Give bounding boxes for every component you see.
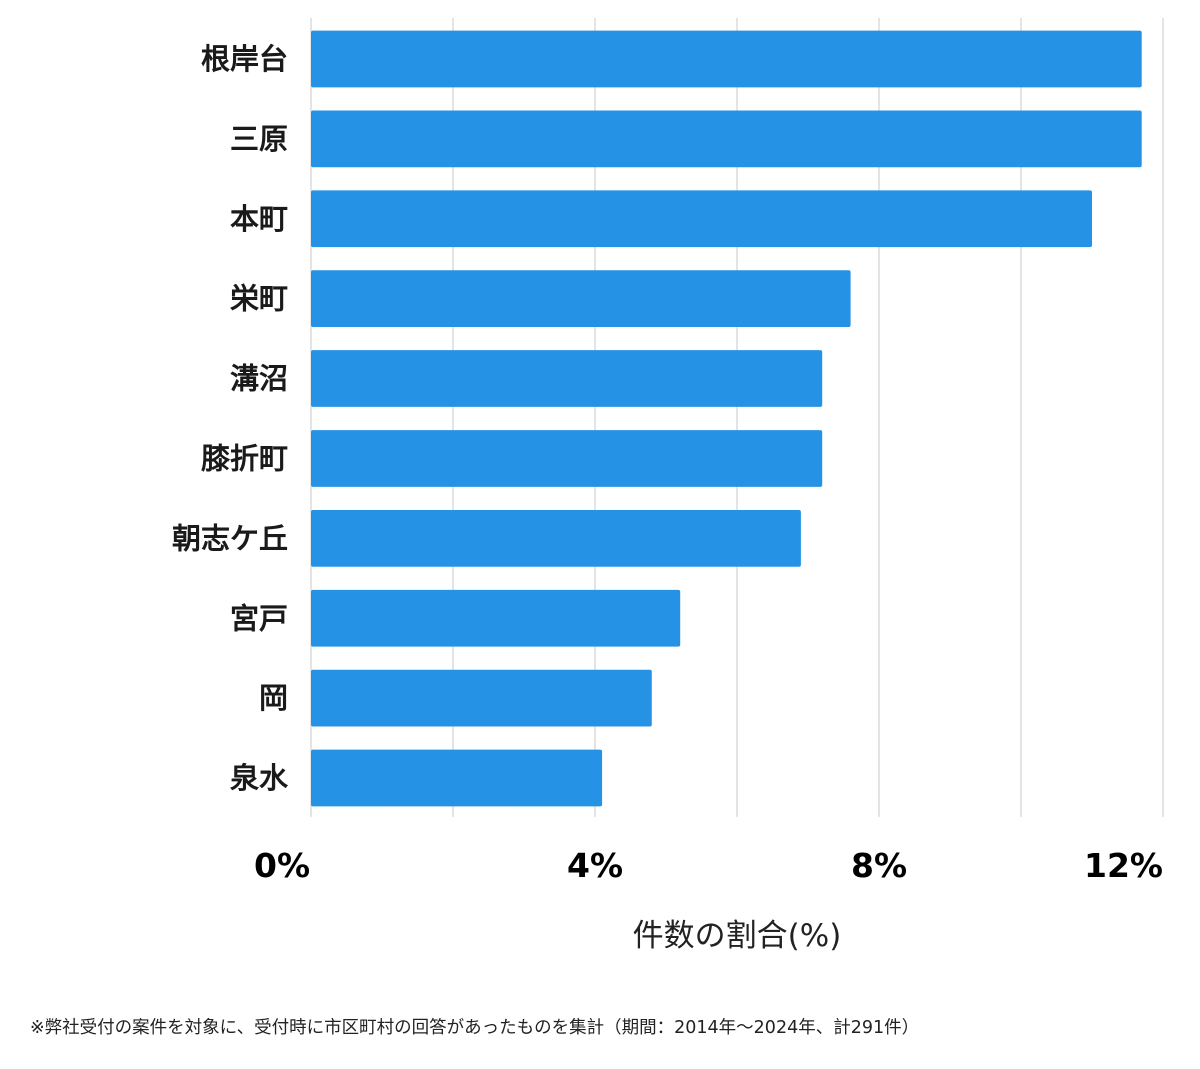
x-tick-labels: 0% 4% 8% 12% — [254, 846, 1163, 885]
x-tick-0: 0% — [254, 846, 310, 885]
category-label-5: 膝折町 — [201, 441, 288, 475]
category-label-0: 根岸台 — [201, 42, 288, 76]
bar-4 — [311, 350, 823, 407]
category-label-9: 泉水 — [230, 761, 289, 795]
bar-0 — [311, 30, 1142, 88]
bar-2 — [311, 190, 1092, 248]
footnote: ※弊社受付の案件を対象に、受付時に市区町村の回答があったものを集計（期間：201… — [30, 1018, 920, 1038]
category-label-6: 朝志ケ丘 — [172, 521, 288, 555]
category-label-1: 三原 — [230, 122, 288, 156]
x-tick-2: 8% — [851, 846, 907, 885]
category-label-4: 溝沼 — [230, 362, 288, 396]
bar-6 — [311, 509, 801, 567]
category-label-8: 岡 — [259, 681, 288, 715]
category-label-2: 本町 — [230, 202, 288, 236]
x-tick-3: 12% — [1084, 846, 1163, 885]
bar-1 — [311, 110, 1142, 168]
bars — [311, 30, 1142, 807]
bar-9 — [311, 749, 603, 807]
bar-8 — [311, 669, 652, 727]
x-tick-1: 4% — [567, 846, 623, 885]
bar-5 — [311, 430, 823, 487]
x-axis-title: 件数の割合(%) — [633, 918, 842, 954]
category-label-3: 栄町 — [230, 282, 288, 316]
bar-7 — [311, 589, 681, 647]
bar-3 — [311, 270, 851, 328]
category-label-7: 宮戸 — [230, 601, 288, 635]
